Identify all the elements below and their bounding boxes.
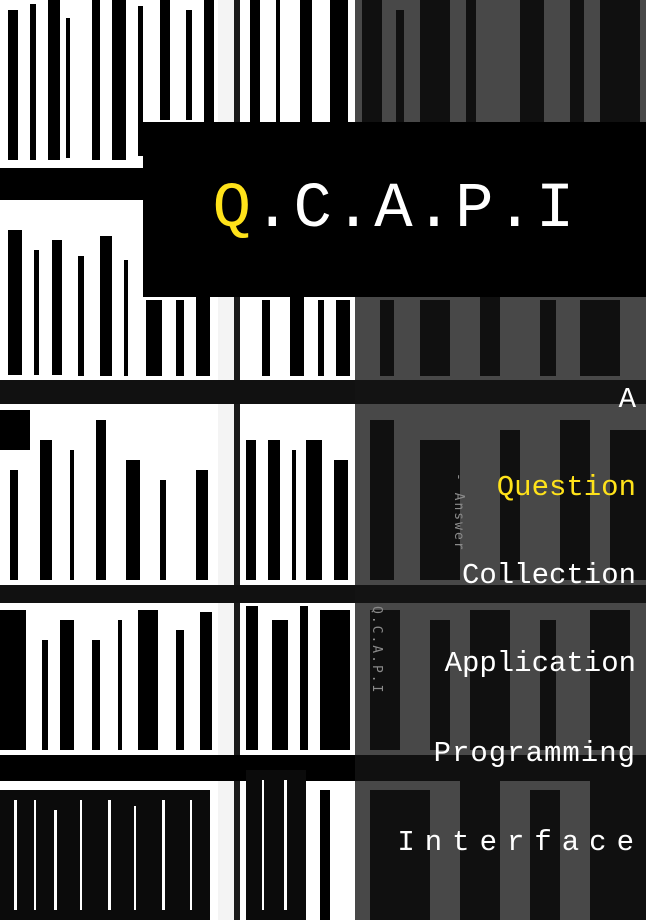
acronym-expansion: A Question Collection Application Progra… xyxy=(336,0,636,920)
expansion-word-application: Application xyxy=(444,647,636,680)
expansion-word-question: Question xyxy=(496,471,636,504)
expansion-word-interface: Interface xyxy=(397,826,644,859)
title-rest: .C.A.P.I xyxy=(253,173,577,246)
expansion-word-collection: Collection xyxy=(461,559,636,592)
cover-title: Q.C.A.P.I xyxy=(213,174,577,246)
title-banner: Q.C.A.P.I xyxy=(143,122,646,297)
expansion-word-programming: Programming xyxy=(433,737,636,770)
title-highlight-letter: Q xyxy=(212,173,254,246)
expansion-word-a: A xyxy=(618,383,636,416)
